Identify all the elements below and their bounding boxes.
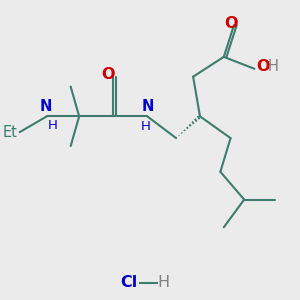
- Text: O: O: [256, 59, 270, 74]
- Text: N: N: [40, 98, 52, 113]
- Text: H: H: [141, 120, 151, 133]
- Text: H: H: [268, 59, 278, 74]
- Text: O: O: [102, 67, 115, 82]
- Text: O: O: [224, 16, 237, 31]
- Text: Cl: Cl: [120, 275, 137, 290]
- Text: H: H: [48, 118, 58, 131]
- Text: N: N: [142, 98, 154, 113]
- Text: Et: Et: [3, 125, 18, 140]
- Text: H: H: [157, 275, 169, 290]
